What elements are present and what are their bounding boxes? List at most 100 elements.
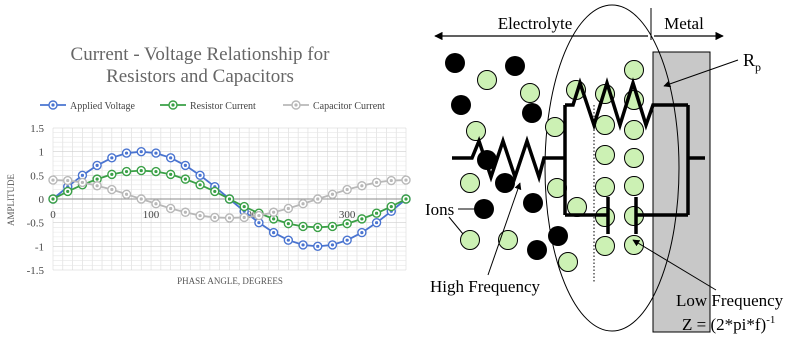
y-tick-label: -1.5	[27, 265, 45, 277]
y-tick-label: 1.5	[30, 123, 44, 135]
rp-arrow	[663, 59, 739, 88]
data-point-center	[198, 183, 202, 187]
data-point-center	[124, 151, 129, 155]
legend-marker-center	[294, 103, 298, 107]
legend-entry: Applied Voltage	[40, 100, 135, 112]
series-resistor-current	[48, 165, 411, 233]
data-point-center	[360, 231, 364, 235]
legend-marker-center	[51, 103, 55, 107]
y-tick-label: -1	[35, 241, 44, 253]
data-point-center	[286, 206, 290, 211]
data-point-center	[213, 215, 217, 220]
impedance-formula: Z = (2*pi*f)-1	[682, 314, 775, 334]
x-axis-label: PHASE ANGLE, DEGREES	[177, 276, 283, 286]
data-point-center	[139, 197, 143, 201]
metal-electrode	[652, 51, 711, 333]
ion-negative	[505, 56, 525, 76]
polarization-resistor-rp	[565, 77, 688, 131]
data-point-center	[66, 178, 70, 183]
data-point-center	[242, 215, 246, 220]
chart-legend: Applied Voltage Resistor Current Capacitor…	[40, 100, 385, 112]
legend-label: Resistor Current	[190, 101, 256, 112]
data-point-center	[330, 192, 335, 196]
ion-positive	[595, 145, 615, 165]
high-frequency-arrow	[487, 182, 522, 276]
chart-title-line1: Current - Voltage Relationship for	[71, 44, 331, 65]
data-point-center	[286, 238, 290, 242]
ion-negative	[527, 240, 547, 260]
data-point-center	[404, 178, 408, 182]
ion-negative	[523, 193, 543, 213]
data-point-center	[374, 221, 379, 225]
data-point-center	[139, 169, 143, 173]
data-point-center	[183, 177, 187, 181]
data-point-center	[139, 150, 143, 154]
x-tick-label: 0	[50, 209, 56, 221]
ion-positive	[520, 83, 540, 103]
data-point-center	[95, 184, 99, 188]
data-point-center	[374, 180, 379, 185]
data-point-center	[51, 178, 55, 182]
chart-series	[48, 146, 411, 252]
data-point-center	[110, 187, 114, 192]
y-tick-label: 1	[39, 147, 45, 159]
data-point-center	[95, 177, 99, 181]
data-point-center	[272, 217, 276, 221]
ion-positive	[558, 252, 578, 272]
ion-positive	[595, 177, 615, 197]
ion-positive	[498, 230, 518, 250]
rp-subscript: p	[755, 60, 761, 74]
ion-negative	[522, 103, 542, 123]
data-point-center	[374, 211, 379, 215]
data-point-center	[330, 224, 335, 229]
data-point-center	[66, 189, 70, 194]
data-point-center	[110, 172, 114, 176]
legend-entry: Capacitor Current	[283, 100, 385, 112]
low-frequency-arrow	[632, 239, 717, 291]
data-point-center	[330, 243, 335, 247]
data-point-center	[345, 222, 349, 226]
data-point-center	[198, 213, 202, 218]
chart-title-line2: Resistors and Capacitors	[106, 66, 294, 87]
data-point-center	[316, 197, 320, 201]
data-point-center	[80, 173, 85, 177]
data-point-center	[124, 169, 129, 174]
equivalent-circuit	[452, 77, 705, 234]
x-tick-label: 300	[339, 209, 356, 221]
data-point-center	[360, 217, 364, 221]
ion-positive	[624, 148, 644, 168]
data-point-center	[301, 224, 305, 229]
data-point-center	[360, 184, 364, 188]
electrolyte-label: Electrolyte	[498, 14, 573, 33]
data-point-center	[345, 238, 349, 242]
data-point-center	[154, 169, 158, 174]
low-frequency-label: Low Frequency	[676, 291, 784, 310]
impedance-exponent: -1	[766, 314, 775, 326]
y-tick-labels: 1.5 1 0.5 0 -0.5 -1 -1.5	[27, 123, 45, 277]
data-point-center	[286, 222, 290, 226]
ion-positive	[460, 173, 480, 193]
data-point-center	[257, 213, 261, 218]
ion-negative	[445, 53, 465, 73]
y-tick-label: 0.5	[30, 170, 44, 182]
legend-label: Capacitor Current	[313, 101, 385, 112]
data-point-center	[213, 189, 217, 194]
ion-positive	[595, 236, 615, 256]
data-point-center	[154, 202, 158, 206]
ion-negative	[451, 95, 471, 115]
data-point-center	[169, 206, 173, 211]
data-point-center	[345, 187, 349, 192]
rp-label: Rp	[743, 50, 761, 74]
data-point-center	[95, 163, 99, 167]
y-tick-label: -0.5	[27, 218, 45, 230]
ion-positive	[624, 120, 644, 140]
data-point-center	[301, 202, 305, 206]
data-point-center	[389, 204, 393, 209]
y-axis-label: AMPLITUDE	[6, 174, 16, 226]
legend-label: Applied Voltage	[70, 101, 135, 112]
data-point-center	[272, 231, 276, 235]
data-point-center	[80, 180, 85, 185]
ion-positive	[624, 60, 644, 80]
data-point-center	[124, 192, 129, 196]
